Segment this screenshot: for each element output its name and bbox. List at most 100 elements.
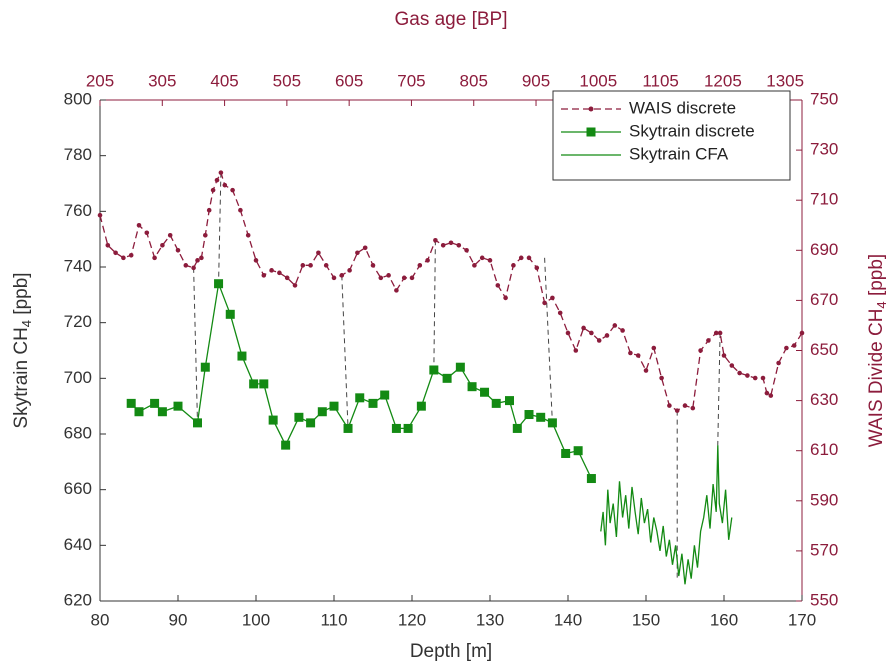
point	[183, 263, 189, 268]
point	[433, 237, 438, 243]
legend-label: WAIS discrete	[629, 98, 736, 117]
y-tick-label: 780	[64, 145, 92, 164]
point	[329, 401, 339, 411]
y-tick-label: 760	[64, 201, 92, 220]
point	[717, 330, 723, 336]
point	[173, 401, 183, 411]
point	[472, 263, 477, 268]
point	[362, 245, 368, 251]
x-axis-label: Depth [m]	[410, 641, 492, 662]
point	[464, 248, 469, 253]
point	[455, 362, 465, 372]
series-line	[130, 281, 592, 479]
y-tick-label: 800	[64, 89, 92, 108]
point	[195, 258, 200, 263]
label-text: WAIS Divide CH	[866, 309, 887, 448]
x2-tick-label: 405	[210, 71, 238, 90]
point	[193, 418, 202, 428]
point	[674, 408, 680, 413]
point	[210, 187, 216, 193]
point	[491, 398, 501, 408]
point	[448, 240, 454, 246]
point	[284, 275, 290, 281]
point	[370, 263, 376, 268]
point	[175, 248, 181, 253]
point	[214, 177, 220, 183]
point	[268, 415, 278, 425]
point	[203, 232, 208, 238]
point	[249, 379, 259, 389]
point	[417, 263, 423, 268]
point	[136, 222, 142, 228]
x2-tick-label: 1305	[766, 71, 804, 90]
y2-tick-label: 550	[810, 590, 838, 609]
point	[542, 300, 547, 306]
point	[401, 275, 407, 281]
point	[526, 255, 532, 261]
point	[745, 373, 750, 378]
label-suffix: [ppb]	[866, 254, 887, 302]
point	[667, 403, 672, 408]
point	[505, 396, 514, 406]
point	[429, 365, 439, 375]
point	[134, 407, 144, 417]
point	[776, 360, 781, 366]
y-tick-label: 640	[64, 535, 92, 554]
y-tick-label: 620	[64, 590, 92, 609]
point	[391, 423, 401, 433]
point	[768, 393, 774, 398]
point	[536, 412, 546, 422]
y-tick-label: 680	[64, 423, 92, 442]
tie-line	[717, 332, 721, 446]
point	[97, 212, 103, 218]
x2-tick-label: 1005	[579, 71, 617, 90]
tie-line	[218, 172, 222, 284]
point	[269, 268, 274, 273]
y2-tick-label: 650	[810, 340, 838, 359]
legend-label: Skytrain CFA	[629, 144, 729, 163]
point	[225, 309, 235, 319]
y2-tick-label: 690	[810, 240, 838, 259]
y2-tick-label: 750	[810, 89, 838, 108]
point	[403, 423, 413, 433]
x-tick-label: 160	[710, 610, 738, 629]
point	[651, 345, 657, 351]
point	[355, 250, 360, 256]
point	[511, 263, 516, 268]
point	[316, 250, 321, 256]
point	[573, 446, 583, 456]
point	[167, 232, 173, 238]
point	[294, 412, 304, 422]
point	[150, 398, 160, 408]
point	[690, 405, 696, 411]
point	[218, 170, 224, 175]
point	[323, 263, 329, 268]
point	[113, 250, 118, 256]
point	[534, 265, 540, 271]
point	[152, 255, 157, 261]
point	[380, 390, 390, 400]
point	[503, 295, 508, 301]
point	[157, 407, 167, 417]
point	[721, 353, 727, 358]
point	[479, 255, 485, 261]
x2-tick-label: 305	[148, 71, 176, 90]
point	[589, 330, 594, 336]
x-tick-label: 170	[788, 610, 816, 629]
point	[440, 242, 446, 248]
point	[659, 375, 664, 381]
x-tick-label: 150	[632, 610, 660, 629]
point	[191, 265, 196, 271]
point	[308, 263, 313, 268]
tie-line	[544, 257, 553, 423]
point	[442, 373, 452, 383]
y2-tick-label: 710	[810, 190, 838, 209]
legend-marker	[588, 106, 594, 112]
point	[512, 423, 522, 433]
point	[550, 295, 555, 301]
point	[339, 273, 345, 278]
y-tick-label: 660	[64, 479, 92, 498]
point	[238, 207, 243, 213]
y-axis-label: Skytrain CH4 [ppb]	[11, 272, 34, 428]
